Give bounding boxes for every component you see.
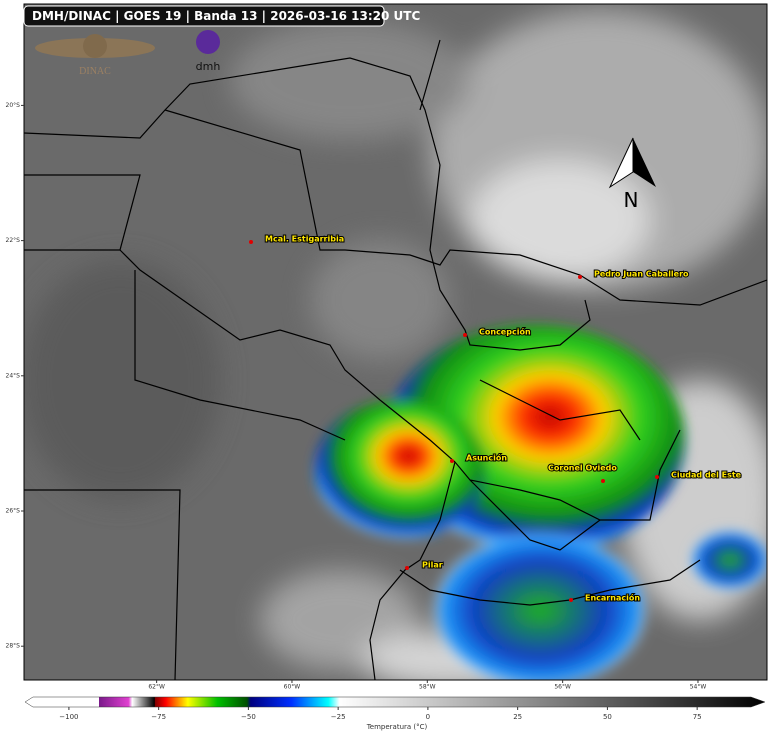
borders xyxy=(24,39,767,680)
city-marker xyxy=(450,459,454,463)
city-marker xyxy=(405,566,409,570)
north-label: N xyxy=(624,188,639,212)
colorbar xyxy=(24,696,766,708)
city-label: Mcal. Estigarribia xyxy=(265,235,344,244)
colorbar-tick-label: 50 xyxy=(603,713,612,721)
map-frame xyxy=(23,3,768,681)
lat-tick-label: 24°S xyxy=(6,372,21,379)
lat-tick-label: 26°S xyxy=(6,508,21,515)
colorbar-tick-label: −100 xyxy=(59,713,78,721)
cities: Mcal. Estigarribia Pedro Juan Caballero Co… xyxy=(249,234,743,604)
city-marker xyxy=(601,479,605,483)
title-box xyxy=(23,5,385,27)
lon-tick-label: 54°W xyxy=(690,684,707,691)
lat-tick-label: 28°S xyxy=(6,643,21,650)
city-label: Ciudad del Este xyxy=(671,471,742,480)
colorbar-tick-label: 75 xyxy=(693,713,702,721)
lon-tick-label: 62°W xyxy=(148,684,165,691)
city-label: Asunción xyxy=(466,453,507,463)
dmh-logo: dmh xyxy=(196,30,221,73)
colorbar-tick-label: −25 xyxy=(331,713,346,721)
lon-tick-label: 60°W xyxy=(284,684,301,691)
colorbar-tick-label: 25 xyxy=(513,713,522,721)
colorbar-ticks: −100 −75 −50 −25 0 25 50 75 xyxy=(59,707,702,721)
colorbar-label: Temperatura (°C) xyxy=(366,723,428,731)
title: DMH/DINAC | GOES 19 | Banda 13 | 2026-03… xyxy=(32,9,420,23)
city-label: Pedro Juan Caballero xyxy=(594,270,689,279)
lon-tick-label: 58°W xyxy=(419,684,436,691)
city-label: Coronel Oviedo xyxy=(548,464,617,473)
lon-tick-label: 56°W xyxy=(554,684,571,691)
lat-tick-label: 22°S xyxy=(6,237,21,244)
colorbar-tick-label: 0 xyxy=(426,713,430,721)
city-marker xyxy=(578,275,582,279)
city-label: Concepción xyxy=(479,327,531,337)
city-marker xyxy=(463,333,467,337)
colorbar-tick-label: −75 xyxy=(151,713,166,721)
dmh-text: dmh xyxy=(196,60,221,73)
dinac-logo: DINAC xyxy=(35,34,155,77)
city-marker xyxy=(249,240,253,244)
north-arrow: N xyxy=(608,137,656,212)
city-label: Encarnación xyxy=(585,593,640,603)
lat-tick-label: 20°S xyxy=(6,102,21,109)
city-marker xyxy=(569,598,573,602)
city-label: Pilar xyxy=(422,561,443,570)
dinac-text: DINAC xyxy=(79,66,111,77)
satellite-image xyxy=(24,4,767,680)
map-axes: 20°S 22°S 24°S 26°S 28°S 62°W 60°W 58°W 56°W 54°W xyxy=(6,102,707,691)
colorbar-tick-label: −50 xyxy=(241,713,256,721)
city-marker xyxy=(655,475,659,479)
